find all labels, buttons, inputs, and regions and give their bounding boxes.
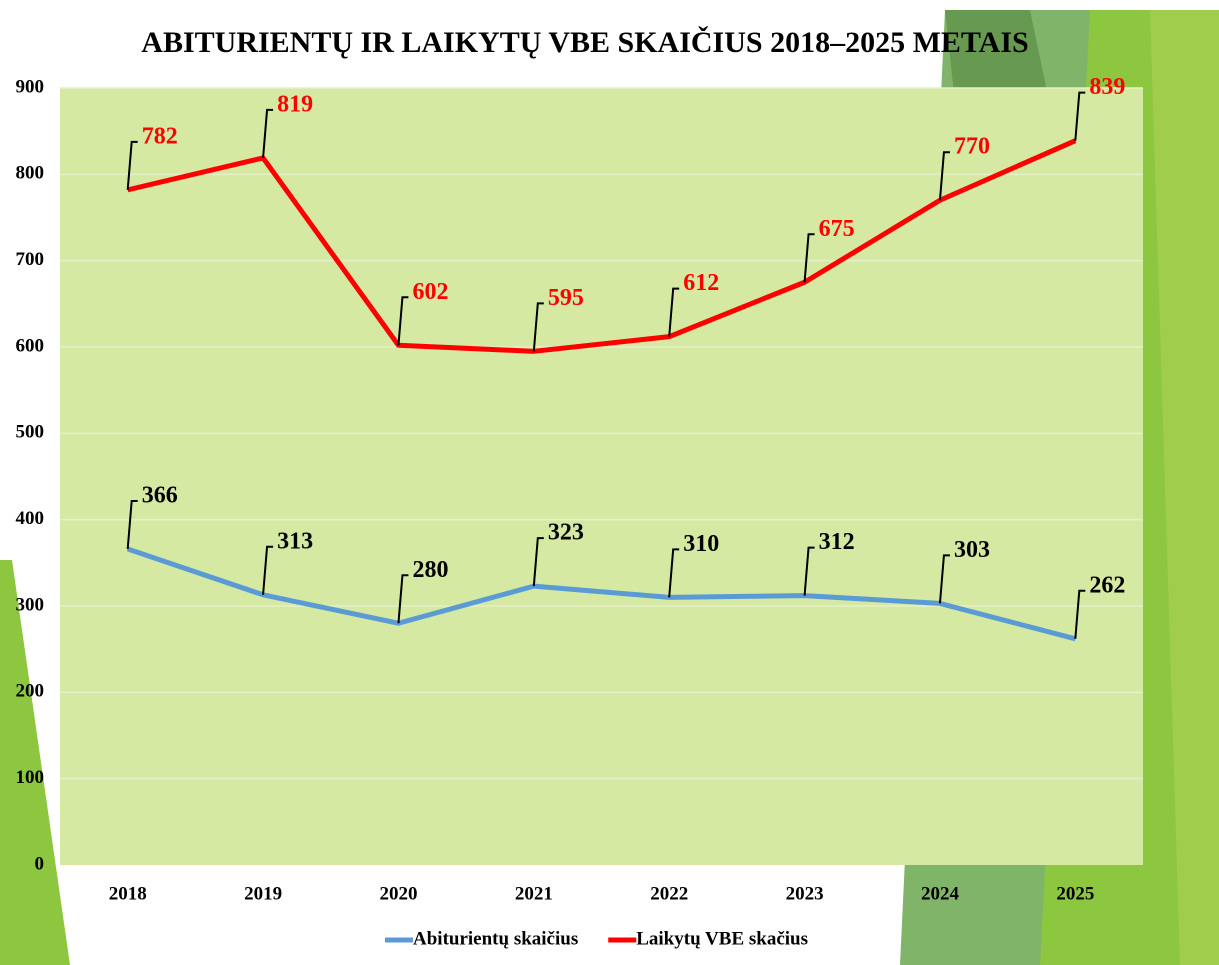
y-tick-label: 700: [16, 249, 45, 270]
label-leader: [397, 574, 409, 624]
data-label: 313: [277, 528, 313, 554]
x-tick-label: 2023: [786, 883, 824, 904]
legend-label: Abiturientų skaičius: [413, 928, 578, 949]
series-line: [127, 138, 1077, 354]
x-tick-label: 2025: [1056, 883, 1094, 904]
series-line: [126, 546, 1076, 642]
label-leader: [532, 302, 544, 352]
data-label: 366: [142, 483, 178, 509]
label-leader: [126, 500, 138, 550]
label-leader: [262, 108, 274, 159]
y-tick-label: 800: [16, 163, 45, 184]
y-tick-label: 0: [35, 853, 45, 874]
data-label: 612: [683, 270, 719, 296]
label-leader: [938, 554, 950, 604]
data-label: 303: [954, 537, 990, 563]
label-leader: [803, 546, 815, 596]
y-tick-label: 200: [16, 681, 45, 702]
plot-area: [60, 88, 1143, 865]
data-label: 782: [142, 123, 178, 149]
label-leader: [668, 548, 680, 598]
x-tick-label: 2021: [515, 883, 553, 904]
data-label: 770: [954, 134, 990, 160]
data-label: 310: [683, 531, 719, 557]
x-tick-label: 2024: [921, 883, 960, 904]
chart-title: ABITURIENTŲ IR LAIKYTŲ VBE SKAIČIUS 2018…: [141, 26, 1028, 59]
x-tick-label: 2018: [109, 883, 147, 904]
y-tick-label: 900: [16, 76, 45, 97]
x-tick-label: 2020: [379, 883, 417, 904]
y-tick-label: 600: [16, 335, 45, 356]
data-label: 839: [1089, 74, 1125, 100]
data-label: 280: [412, 557, 448, 583]
label-leader: [938, 151, 950, 201]
data-label: 675: [819, 216, 855, 242]
label-leader: [532, 537, 544, 587]
data-label: 602: [412, 279, 448, 305]
legend-label: Laikytų VBE skačius: [636, 928, 808, 949]
data-label: 595: [548, 285, 584, 311]
label-leader: [126, 140, 138, 190]
data-label: 819: [277, 91, 313, 117]
y-tick-label: 400: [16, 508, 45, 529]
label-leader: [1074, 91, 1086, 141]
label-leader: [668, 287, 680, 337]
data-label: 323: [548, 520, 584, 546]
y-tick-label: 300: [16, 594, 45, 615]
label-leader: [397, 296, 409, 346]
label-leader: [1074, 589, 1086, 639]
label-leader: [803, 233, 815, 283]
x-tick-label: 2022: [650, 883, 688, 904]
x-tick-label: 2019: [244, 883, 282, 904]
legend: Abiturientų skaičius Laikytų VBE skačius: [385, 928, 808, 949]
data-label: 262: [1089, 572, 1125, 598]
y-tick-label: 100: [16, 767, 45, 788]
label-leader: [262, 545, 274, 595]
y-tick-label: 500: [16, 422, 45, 443]
data-label: 312: [819, 529, 855, 555]
